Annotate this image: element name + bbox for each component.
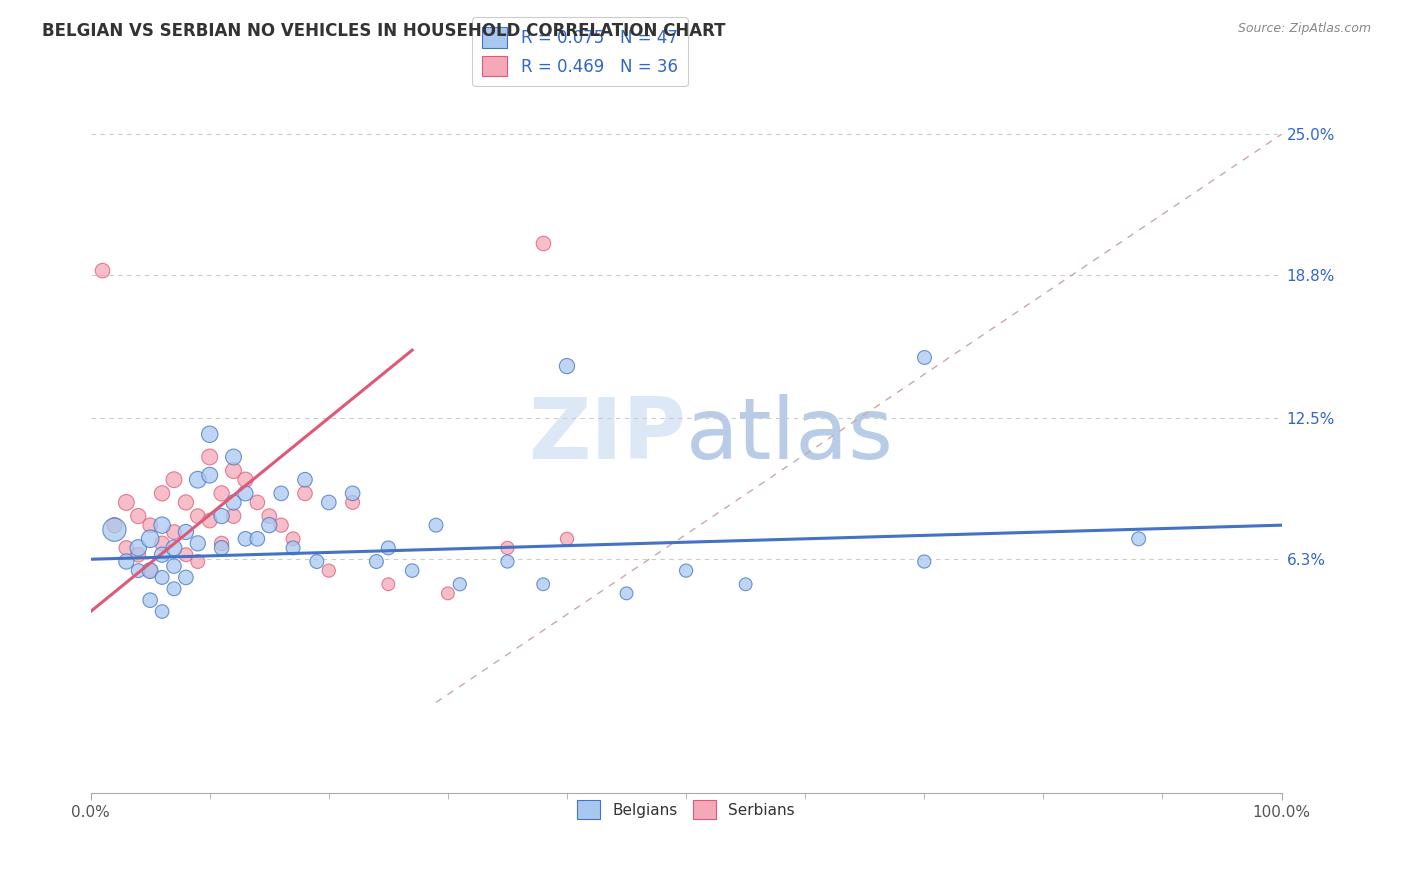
Point — [127, 541, 149, 555]
Point — [246, 495, 269, 509]
Point — [174, 524, 197, 539]
Point — [531, 236, 554, 251]
Point — [163, 559, 186, 574]
Point — [211, 486, 233, 500]
Point — [675, 564, 697, 578]
Text: atlas: atlas — [686, 394, 894, 477]
Point — [294, 486, 316, 500]
Point — [222, 495, 245, 509]
Point — [115, 541, 138, 555]
Text: ZIP: ZIP — [529, 394, 686, 477]
Text: BELGIAN VS SERBIAN NO VEHICLES IN HOUSEHOLD CORRELATION CHART: BELGIAN VS SERBIAN NO VEHICLES IN HOUSEH… — [42, 22, 725, 40]
Point — [174, 548, 197, 562]
Point — [187, 536, 209, 550]
Point — [270, 486, 292, 500]
Point — [150, 570, 173, 584]
Point — [150, 536, 173, 550]
Point — [127, 548, 149, 562]
Point — [150, 486, 173, 500]
Point — [281, 541, 304, 555]
Point — [912, 555, 935, 569]
Point — [222, 450, 245, 464]
Point — [139, 532, 162, 546]
Point — [139, 518, 162, 533]
Point — [531, 577, 554, 591]
Legend: Belgians, Serbians: Belgians, Serbians — [571, 794, 801, 825]
Point — [246, 532, 269, 546]
Point — [342, 495, 364, 509]
Point — [198, 427, 221, 442]
Point — [449, 577, 471, 591]
Point — [734, 577, 756, 591]
Point — [912, 350, 935, 364]
Point — [616, 586, 638, 600]
Point — [163, 473, 186, 487]
Point — [366, 555, 388, 569]
Point — [294, 473, 316, 487]
Point — [103, 518, 125, 533]
Point — [103, 523, 125, 537]
Point — [91, 263, 114, 277]
Point — [425, 518, 447, 533]
Point — [163, 582, 186, 596]
Point — [127, 509, 149, 524]
Text: Source: ZipAtlas.com: Source: ZipAtlas.com — [1237, 22, 1371, 36]
Point — [198, 514, 221, 528]
Point — [115, 555, 138, 569]
Point — [555, 359, 578, 373]
Point — [318, 564, 340, 578]
Point — [174, 570, 197, 584]
Point — [211, 541, 233, 555]
Point — [496, 541, 519, 555]
Point — [259, 509, 281, 524]
Point — [222, 509, 245, 524]
Point — [401, 564, 423, 578]
Point — [259, 518, 281, 533]
Point — [127, 564, 149, 578]
Point — [187, 555, 209, 569]
Point — [377, 577, 399, 591]
Point — [163, 541, 186, 555]
Point — [222, 464, 245, 478]
Point — [198, 450, 221, 464]
Point — [235, 532, 257, 546]
Point — [318, 495, 340, 509]
Point — [211, 536, 233, 550]
Point — [496, 555, 519, 569]
Point — [187, 473, 209, 487]
Point — [139, 564, 162, 578]
Point — [1128, 532, 1150, 546]
Point — [150, 548, 173, 562]
Point — [139, 564, 162, 578]
Point — [281, 532, 304, 546]
Point — [342, 486, 364, 500]
Point — [211, 509, 233, 524]
Point — [139, 593, 162, 607]
Point — [150, 518, 173, 533]
Point — [377, 541, 399, 555]
Point — [305, 555, 328, 569]
Point — [115, 495, 138, 509]
Point — [187, 509, 209, 524]
Point — [174, 495, 197, 509]
Point — [437, 586, 460, 600]
Point — [198, 468, 221, 483]
Point — [235, 486, 257, 500]
Point — [150, 605, 173, 619]
Point — [235, 473, 257, 487]
Point — [270, 518, 292, 533]
Point — [555, 532, 578, 546]
Point — [163, 524, 186, 539]
